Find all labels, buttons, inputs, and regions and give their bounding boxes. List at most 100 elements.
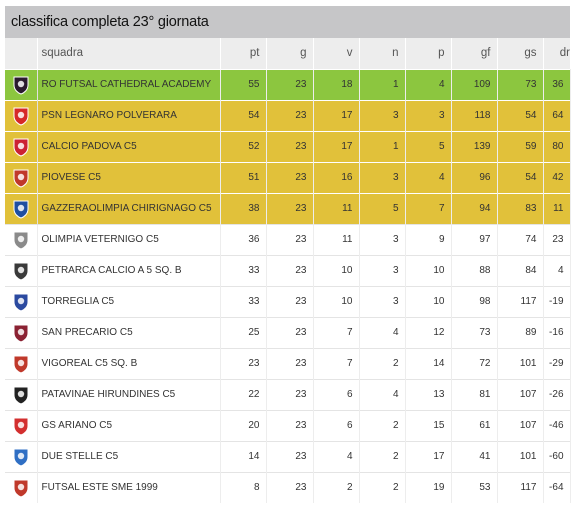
team-name[interactable]: VIGOREAL C5 Sq. B	[37, 348, 221, 379]
stat-gf: 139	[451, 131, 498, 162]
stat-v: 16	[313, 162, 360, 193]
team-name[interactable]: PSN LEGNARO POLVERARA	[37, 100, 221, 131]
stat-gs: 101	[497, 348, 544, 379]
stat-dr: 64	[543, 100, 571, 131]
stat-p: 3	[405, 100, 452, 131]
stat-gs: 84	[497, 255, 544, 286]
stat-dr: 23	[543, 224, 571, 255]
stat-gs: 73	[497, 69, 544, 100]
stat-g: 23	[266, 162, 314, 193]
table-row[interactable]: PSN LEGNARO POLVERARA 54 23 17 3 3 118 54 64	[5, 100, 571, 131]
stat-gs: 59	[497, 131, 544, 162]
table-row[interactable]: OLIMPIA VETERNIGO C5 36 23 11 3 9 97 74 23	[5, 224, 571, 255]
table-row[interactable]: GS ARIANO C5 20 23 6 2 15 61 107 -46	[5, 410, 571, 441]
standings-widget: classifica completa 23° giornata squadra…	[5, 6, 571, 503]
stat-g: 23	[266, 224, 314, 255]
table-row[interactable]: CALCIO PADOVA C5 52 23 17 1 5 139 59 80	[5, 131, 571, 162]
team-name[interactable]: PIOVESE C5	[37, 162, 221, 193]
stat-p: 15	[405, 410, 452, 441]
team-name[interactable]: CALCIO PADOVA C5	[37, 131, 221, 162]
team-name[interactable]: DUE STELLE C5	[37, 441, 221, 472]
table-row[interactable]: DUE STELLE C5 14 23 4 2 17 41 101 -60	[5, 441, 571, 472]
header-g: g	[266, 38, 314, 69]
table-row[interactable]: PETRARCA CALCIO A 5 Sq. B 33 23 10 3 10 88 84 4	[5, 255, 571, 286]
team-logo-cell	[5, 472, 38, 503]
stat-n: 3	[359, 255, 406, 286]
stat-g: 23	[266, 131, 314, 162]
stat-gs: 74	[497, 224, 544, 255]
stat-pt: 14	[220, 441, 267, 472]
team-name[interactable]: GS ARIANO C5	[37, 410, 221, 441]
table-row[interactable]: GAZZERAOLIMPIA CHIRIGNAGO C5 38 23 11 5 7 94 83…	[5, 193, 571, 224]
stat-pt: 51	[220, 162, 267, 193]
stat-dr: -26	[543, 379, 571, 410]
header-logo	[5, 38, 38, 69]
team-logo-cell	[5, 224, 38, 255]
stat-n: 4	[359, 317, 406, 348]
stat-g: 23	[266, 472, 314, 503]
stat-gf: 81	[451, 379, 498, 410]
stat-v: 7	[313, 317, 360, 348]
team-name[interactable]: PETRARCA CALCIO A 5 Sq. B	[37, 255, 221, 286]
team-name[interactable]: OLIMPIA VETERNIGO C5	[37, 224, 221, 255]
team-name[interactable]: FUTSAL ESTE SME 1999	[37, 472, 221, 503]
stat-gs: 89	[497, 317, 544, 348]
table-row[interactable]: FUTSAL ESTE SME 1999 8 23 2 2 19 53 117 -64	[5, 472, 571, 503]
table-row[interactable]: RO FUTSAL CATHEDRAL ACADEMY 55 23 18 1 4 109 73…	[5, 69, 571, 100]
stat-gs: 117	[497, 286, 544, 317]
stat-v: 2	[313, 472, 360, 503]
team-name[interactable]: RO FUTSAL CATHEDRAL ACADEMY	[37, 69, 221, 100]
stat-gs: 54	[497, 100, 544, 131]
stat-p: 12	[405, 317, 452, 348]
stat-v: 18	[313, 69, 360, 100]
stat-gs: 107	[497, 379, 544, 410]
stat-v: 6	[313, 379, 360, 410]
stat-p: 13	[405, 379, 452, 410]
table-header-row: squadra pt g v n p gf gs dr	[5, 38, 570, 69]
team-name[interactable]: PATAVINAE HIRUNDINES C5	[37, 379, 221, 410]
stat-pt: 22	[220, 379, 267, 410]
stat-v: 11	[313, 193, 360, 224]
stat-dr: 80	[543, 131, 571, 162]
stat-dr: 42	[543, 162, 571, 193]
stat-gs: 101	[497, 441, 544, 472]
stat-gs: 117	[497, 472, 544, 503]
stat-dr: -29	[543, 348, 571, 379]
stat-pt: 54	[220, 100, 267, 131]
stat-gs: 83	[497, 193, 544, 224]
torreglia-logo-icon	[13, 293, 29, 312]
stat-n: 5	[359, 193, 406, 224]
table-row[interactable]: TORREGLIA C5 33 23 10 3 10 98 117 -19	[5, 286, 571, 317]
team-name[interactable]: GAZZERAOLIMPIA CHIRIGNAGO C5	[37, 193, 221, 224]
ro-futsal-logo-icon	[13, 76, 29, 95]
stat-n: 3	[359, 286, 406, 317]
stat-p: 9	[405, 224, 452, 255]
table-row[interactable]: PATAVINAE HIRUNDINES C5 22 23 6 4 13 81 107 -26	[5, 379, 571, 410]
team-logo-cell	[5, 379, 38, 410]
header-gf: gf	[451, 38, 498, 69]
stat-gf: 72	[451, 348, 498, 379]
header-n: n	[359, 38, 406, 69]
team-name[interactable]: SAN PRECARIO C5	[37, 317, 221, 348]
table-row[interactable]: VIGOREAL C5 Sq. B 23 23 7 2 14 72 101 -29	[5, 348, 571, 379]
psn-legnaro-logo-icon	[13, 107, 29, 126]
stat-dr: -60	[543, 441, 571, 472]
stat-dr: -16	[543, 317, 571, 348]
table-row[interactable]: SAN PRECARIO C5 25 23 7 4 12 73 89 -16	[5, 317, 571, 348]
stat-dr: -64	[543, 472, 571, 503]
stat-n: 3	[359, 224, 406, 255]
stat-pt: 33	[220, 286, 267, 317]
header-p: p	[405, 38, 452, 69]
team-logo-cell	[5, 348, 38, 379]
stat-p: 10	[405, 255, 452, 286]
table-row[interactable]: PIOVESE C5 51 23 16 3 4 96 54 42	[5, 162, 571, 193]
team-logo-cell	[5, 100, 38, 131]
stat-pt: 36	[220, 224, 267, 255]
stat-p: 17	[405, 441, 452, 472]
header-gs: gs	[497, 38, 544, 69]
stat-p: 4	[405, 69, 452, 100]
team-logo-cell	[5, 410, 38, 441]
gazzera-logo-icon	[13, 200, 29, 219]
team-name[interactable]: TORREGLIA C5	[37, 286, 221, 317]
stat-n: 2	[359, 441, 406, 472]
